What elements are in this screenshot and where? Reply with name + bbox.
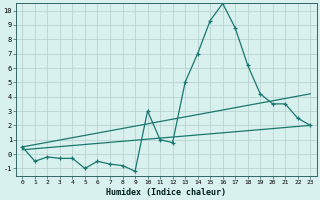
X-axis label: Humidex (Indice chaleur): Humidex (Indice chaleur) (106, 188, 226, 197)
